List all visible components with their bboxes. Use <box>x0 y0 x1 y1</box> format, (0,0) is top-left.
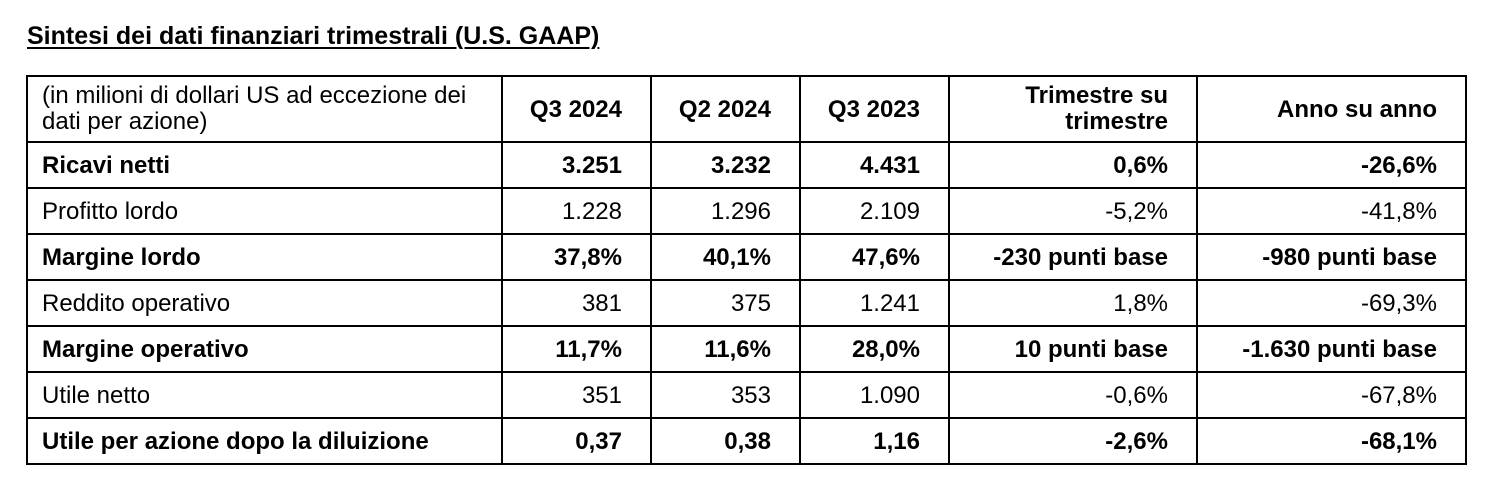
row-value-cell: 2.109 <box>799 187 950 235</box>
row-label: Margine operativo <box>26 325 503 373</box>
row-value-cell: 1.296 <box>650 187 801 235</box>
row-value-cell: -41,8% <box>1196 187 1467 235</box>
row-value-cell: -2,6% <box>948 417 1198 465</box>
table-header-row: (in milioni di dollari US ad eccezione d… <box>26 75 1467 143</box>
row-value-cell: 11,6% <box>650 325 801 373</box>
column-header-q3-2023: Q3 2023 <box>799 75 950 143</box>
table-row: Margine lordo 37,8% 40,1% 47,6% -230 punti b… <box>26 233 1467 281</box>
row-value-cell: 351 <box>501 371 652 419</box>
row-value-cell: 4.431 <box>799 141 950 189</box>
row-value-cell: -230 punti base <box>948 233 1198 281</box>
row-value-cell: 1.241 <box>799 279 950 327</box>
row-label: Utile netto <box>26 371 503 419</box>
row-value-cell: 37,8% <box>501 233 652 281</box>
column-header-q3-2024: Q3 2024 <box>501 75 652 143</box>
row-value-cell: 40,1% <box>650 233 801 281</box>
row-value-cell: -67,8% <box>1196 371 1467 419</box>
row-value-cell: 10 punti base <box>948 325 1198 373</box>
row-value-cell: 28,0% <box>799 325 950 373</box>
row-value-cell: 1.228 <box>501 187 652 235</box>
table-row: Utile netto 351 353 1.090 -0,6% -67,8% <box>26 371 1467 419</box>
row-value-cell: 1.090 <box>799 371 950 419</box>
row-value-cell: -68,1% <box>1196 417 1467 465</box>
row-value-cell: 1,16 <box>799 417 950 465</box>
unit-header-cell: (in milioni di dollari US ad eccezione d… <box>26 75 503 143</box>
row-value-cell: 3.251 <box>501 141 652 189</box>
row-value-cell: 381 <box>501 279 652 327</box>
row-value-cell: 0,37 <box>501 417 652 465</box>
column-header-year-over-year: Anno su anno <box>1196 75 1467 143</box>
table-row: Ricavi netti 3.251 3.232 4.431 0,6% -26,6% <box>26 141 1467 189</box>
row-value-cell: -0,6% <box>948 371 1198 419</box>
row-value-cell: 375 <box>650 279 801 327</box>
page-title: Sintesi dei dati finanziari trimestrali … <box>27 22 600 50</box>
column-header-quarter-over-quarter: Trimestre su trimestre <box>948 75 1198 143</box>
table-row: Utile per azione dopo la diluizione 0,37 0… <box>26 417 1467 465</box>
row-label: Utile per azione dopo la diluizione <box>26 417 503 465</box>
table-row: Profitto lordo 1.228 1.296 2.109 -5,2% -41,8% <box>26 187 1467 235</box>
row-value-cell: 11,7% <box>501 325 652 373</box>
row-value-cell: -5,2% <box>948 187 1198 235</box>
financial-summary-table: (in milioni di dollari US ad eccezione d… <box>26 75 1467 465</box>
row-label: Profitto lordo <box>26 187 503 235</box>
row-value-cell: -69,3% <box>1196 279 1467 327</box>
row-value-cell: 3.232 <box>650 141 801 189</box>
row-label: Margine lordo <box>26 233 503 281</box>
row-value-cell: 353 <box>650 371 801 419</box>
row-label: Reddito operativo <box>26 279 503 327</box>
row-value-cell: -26,6% <box>1196 141 1467 189</box>
row-value-cell: 0,38 <box>650 417 801 465</box>
row-value-cell: 1,8% <box>948 279 1198 327</box>
row-value-cell: 47,6% <box>799 233 950 281</box>
table-row: Margine operativo 11,7% 11,6% 28,0% 10 punti… <box>26 325 1467 373</box>
column-header-q2-2024: Q2 2024 <box>650 75 801 143</box>
table-row: Reddito operativo 381 375 1.241 1,8% -69,3% <box>26 279 1467 327</box>
row-value-cell: -980 punti base <box>1196 233 1467 281</box>
row-label: Ricavi netti <box>26 141 503 189</box>
row-value-cell: -1.630 punti base <box>1196 325 1467 373</box>
row-value-cell: 0,6% <box>948 141 1198 189</box>
table-body: Ricavi netti 3.251 3.232 4.431 0,6% -26,6% Pro… <box>26 141 1467 465</box>
